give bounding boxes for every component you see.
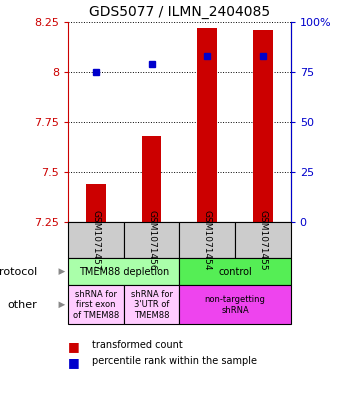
Text: transformed count: transformed count [92, 340, 183, 350]
Text: shRNA for
3'UTR of
TMEM88: shRNA for 3'UTR of TMEM88 [131, 290, 172, 320]
Text: control: control [218, 266, 252, 277]
Text: percentile rank within the sample: percentile rank within the sample [92, 356, 257, 365]
Text: GSM1071456: GSM1071456 [147, 209, 156, 270]
Bar [68, 258, 180, 285]
Bar [235, 222, 291, 258]
Bar [180, 258, 291, 285]
Text: GSM1071454: GSM1071454 [203, 210, 212, 270]
Text: GSM1071455: GSM1071455 [258, 209, 267, 270]
Title: GDS5077 / ILMN_2404085: GDS5077 / ILMN_2404085 [89, 5, 270, 19]
Bar [68, 222, 124, 258]
Text: TMEM88 depletion: TMEM88 depletion [79, 266, 169, 277]
Text: other: other [7, 300, 65, 310]
Bar [180, 222, 235, 258]
Text: GSM1071457: GSM1071457 [91, 209, 100, 270]
Bar [86, 184, 106, 222]
Bar [124, 222, 180, 258]
Bar [253, 29, 273, 222]
Text: shRNA for
first exon
of TMEM88: shRNA for first exon of TMEM88 [73, 290, 119, 320]
Bar [180, 285, 291, 324]
Bar [142, 136, 161, 222]
Text: protocol: protocol [0, 266, 65, 277]
Bar [68, 285, 124, 324]
Text: non-targetting
shRNA: non-targetting shRNA [205, 295, 266, 314]
Text: ■: ■ [68, 356, 80, 369]
Bar [198, 28, 217, 222]
Bar [124, 285, 180, 324]
Text: ■: ■ [68, 340, 80, 353]
